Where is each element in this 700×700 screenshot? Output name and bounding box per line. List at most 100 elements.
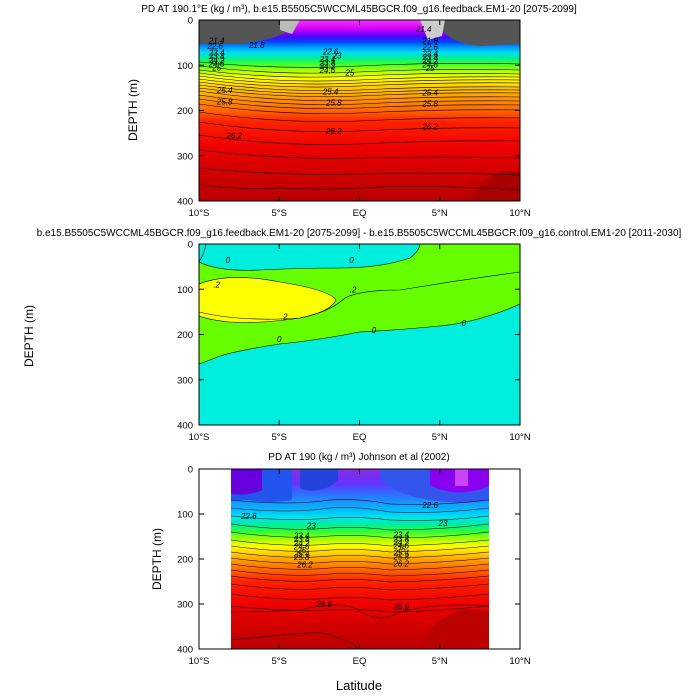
contour-label: 22.6 bbox=[322, 48, 339, 57]
contour-label: 25.4 bbox=[216, 86, 233, 95]
x-tick-label: 5°S bbox=[272, 208, 287, 219]
contour-label: 25.8 bbox=[216, 97, 233, 106]
panel-3-contour-labels: 22.62323.423.824.224.62525.425.826.222.6… bbox=[240, 501, 448, 611]
contour-label: 24.2 bbox=[319, 62, 336, 71]
contour-label: 23.8 bbox=[293, 535, 310, 544]
y-tick-label: 200 bbox=[177, 106, 193, 117]
contour-label: 24.2 bbox=[208, 56, 225, 65]
x-tick-label: 5°S bbox=[272, 432, 287, 443]
y-tick-label: 100 bbox=[177, 285, 193, 296]
panel-1-contour-lines bbox=[199, 61, 520, 191]
panel-3-blue-mid bbox=[300, 469, 338, 491]
x-tick-label: 10°N bbox=[509, 208, 530, 219]
contour-label: 25 bbox=[344, 68, 354, 77]
contour-label: 25.8 bbox=[421, 100, 438, 109]
contour-label: 23.4 bbox=[293, 532, 310, 541]
contour-label: 25.4 bbox=[421, 88, 438, 97]
contour-label: 26.2 bbox=[296, 560, 313, 569]
panel-1-light-grey-left bbox=[280, 20, 300, 34]
panel-3-plot-area: 22.62323.423.824.224.62525.425.826.222.6… bbox=[231, 469, 489, 649]
contour-label: 24.6 bbox=[392, 542, 409, 551]
contour-label: 25.8 bbox=[293, 553, 310, 562]
contour-label: 23.4 bbox=[208, 49, 225, 58]
contour-label: 24.6 bbox=[421, 60, 438, 69]
panel-3-ylabel: DEPTH (m) bbox=[150, 528, 164, 590]
panel-1-title: PD AT 190.1°E (kg / m³), b.e15.B5505C5WC… bbox=[141, 4, 577, 15]
x-tick-label: 5°S bbox=[272, 656, 287, 667]
x-tick-label: 10°S bbox=[189, 432, 210, 443]
panel-2-ticks: 10°S 5°S EQ 5°N 10°N 0 100 200 300 400 bbox=[177, 240, 531, 444]
contour-label: 23.8 bbox=[392, 534, 409, 543]
contour-label: 0 bbox=[277, 335, 282, 344]
panel-2-plot-area: 0 0 .2 .2 .2 0 0 0 bbox=[199, 244, 520, 425]
panel-3-ticks: 10°S 5°S EQ 5°N 10°N 0 100 200 300 400 bbox=[177, 465, 531, 668]
contour-label: 23.8 bbox=[208, 52, 225, 61]
y-tick-label: 100 bbox=[177, 61, 193, 72]
panel-2-ylabel: DEPTH (m) bbox=[22, 305, 36, 367]
contour-label: 23.4 bbox=[421, 49, 438, 58]
contour-label: 26.2 bbox=[392, 560, 409, 569]
panel-3-violet-left bbox=[231, 469, 262, 495]
panel-3: PD AT 190 (kg / m³) Johnson et al (2002) bbox=[150, 452, 531, 667]
contour-label: 25 bbox=[425, 64, 435, 73]
contour-label: 0 bbox=[372, 326, 377, 335]
contour-label: 26.2 bbox=[421, 122, 438, 131]
contour-label: .2 bbox=[213, 281, 220, 290]
y-tick-label: 0 bbox=[188, 16, 193, 27]
y-tick-label: 100 bbox=[177, 510, 193, 521]
contour-label: 25.4 bbox=[392, 549, 409, 558]
contour-label: 25 bbox=[211, 64, 221, 73]
contour-label: 23.8 bbox=[319, 59, 336, 68]
contour-label: 0 bbox=[349, 256, 354, 265]
x-tick-label: EQ bbox=[353, 432, 367, 443]
contour-label: 22.6 bbox=[206, 42, 223, 51]
panel-3-deep-patch bbox=[420, 609, 489, 649]
x-tick-label: EQ bbox=[353, 208, 367, 219]
contour-label: 26.2 bbox=[325, 127, 342, 136]
panel-1-ylabel: DEPTH (m) bbox=[126, 79, 140, 141]
y-tick-label: 400 bbox=[177, 421, 193, 432]
x-axis-label: Latitude bbox=[336, 678, 382, 693]
contour-label: 0 bbox=[462, 319, 467, 328]
x-tick-label: 5°N bbox=[432, 432, 448, 443]
contour-label: 25 bbox=[396, 545, 406, 554]
panel-3-title: PD AT 190 (kg / m³) Johnson et al (2002) bbox=[268, 452, 449, 463]
contour-label: 23.4 bbox=[319, 55, 336, 64]
contour-label: 25.4 bbox=[322, 87, 339, 96]
contour-label: 25.8 bbox=[325, 98, 342, 107]
contour-label: 24.2 bbox=[293, 539, 310, 548]
y-tick-label: 200 bbox=[177, 330, 193, 341]
contour-label: 26.2 bbox=[226, 131, 243, 140]
contour-label: 24.2 bbox=[421, 57, 438, 66]
contour-label: 21.4 bbox=[208, 36, 225, 45]
contour-label: 24.6 bbox=[319, 66, 336, 75]
panel-1-contour-labels: 21.422.6 21.823.423.824.224.62522.62323.4… bbox=[206, 25, 438, 140]
contour-label: 23 bbox=[438, 519, 448, 528]
y-tick-label: 400 bbox=[177, 197, 193, 208]
x-tick-label: 10°S bbox=[189, 656, 210, 667]
x-tick-label: 5°N bbox=[432, 208, 448, 219]
contour-label: .2 bbox=[350, 285, 357, 294]
contour-label: 25 bbox=[296, 546, 306, 555]
panel-3-contour-lines bbox=[231, 499, 489, 649]
contour-label: 24.2 bbox=[392, 538, 409, 547]
contour-label: 25.8 bbox=[392, 552, 409, 561]
panel-2: b.e15.B5505C5WCCML45BGCR.f09_g16.feedbac… bbox=[22, 228, 682, 443]
x-tick-label: 10°N bbox=[509, 656, 530, 667]
panel-1: PD AT 190.1°E (kg / m³), b.e15.B5505C5WC… bbox=[126, 4, 577, 219]
contour-label: 23 bbox=[332, 51, 342, 60]
contour-label: .2 bbox=[281, 312, 288, 321]
y-tick-label: 0 bbox=[188, 465, 193, 476]
contour-label: 22.6 bbox=[240, 512, 257, 521]
panel-1-grey-region-left bbox=[199, 20, 300, 44]
y-tick-label: 0 bbox=[188, 240, 193, 251]
panel-3-violet-spot bbox=[455, 469, 468, 486]
contour-label: 21.4 bbox=[415, 25, 432, 34]
panel-1-deep-bulge bbox=[470, 171, 520, 201]
x-tick-label: 10°N bbox=[509, 432, 530, 443]
contour-label: 23.8 bbox=[421, 53, 438, 62]
contour-label: 26.6 bbox=[392, 602, 409, 611]
contour-label: 24.6 bbox=[293, 542, 310, 551]
contour-label: 22.6 bbox=[421, 501, 438, 510]
